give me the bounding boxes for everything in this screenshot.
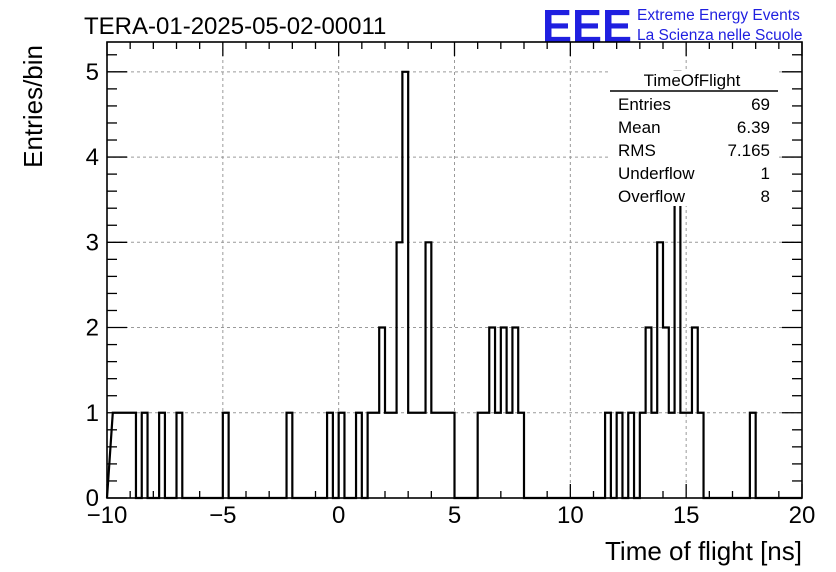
stats-rows: Entries 69 Mean 6.39 RMS 7.165 Underflow 1 Overf…	[618, 95, 770, 206]
run-title: TERA-01-2025-05-02-00011	[84, 13, 386, 40]
histogram-bin	[379, 328, 385, 498]
histogram-bin	[489, 328, 495, 498]
histogram-bin	[327, 413, 333, 498]
histogram-bin	[414, 413, 420, 498]
histogram-bin	[686, 413, 692, 498]
x-axis-label: Time of flight [ns]	[605, 536, 802, 566]
histogram-bin	[518, 413, 524, 498]
histogram-bin	[495, 413, 501, 498]
histogram-bin	[478, 413, 484, 498]
stats-row-value: 69	[751, 95, 770, 114]
histogram-bin	[339, 413, 345, 498]
histogram-bin	[426, 242, 432, 498]
x-tick-label: −5	[209, 502, 236, 529]
histogram-bin	[142, 413, 148, 498]
histogram-bin	[646, 328, 652, 498]
stats-row-label: Entries	[618, 95, 671, 114]
histogram-bin	[437, 413, 443, 498]
histogram-bin	[356, 413, 362, 498]
histogram-bin	[223, 413, 229, 498]
histogram-bin	[512, 328, 518, 498]
stats-box-title: TimeOfFlight	[644, 71, 741, 90]
plot-frame	[106, 41, 803, 499]
histogram-bin	[431, 413, 437, 498]
histogram-bin	[449, 413, 455, 498]
y-tick-label: 2	[86, 315, 99, 342]
histogram-bin	[617, 413, 623, 498]
histogram-bin	[420, 413, 426, 498]
stats-row-value: 1	[761, 164, 770, 183]
stats-row-value: 6.39	[737, 118, 770, 137]
histogram-bin	[391, 413, 397, 498]
x-tick-label: 10	[557, 502, 584, 529]
y-tick-label: 5	[86, 59, 99, 86]
x-tick-label: −10	[87, 502, 128, 529]
histogram-bin	[124, 413, 130, 498]
histogram-bin	[113, 413, 119, 498]
histogram-bin	[119, 413, 125, 498]
histogram-bin	[663, 328, 669, 498]
histogram-bin	[657, 242, 663, 498]
histogram-bin	[669, 413, 675, 498]
histogram-bin	[651, 413, 657, 498]
histogram-bin	[692, 328, 698, 498]
histogram-bin	[605, 413, 611, 498]
histogram-bin	[159, 413, 165, 498]
stats-row-label: RMS	[618, 141, 656, 160]
histogram-bin	[368, 413, 374, 498]
histogram-bin	[750, 413, 756, 498]
histogram-bin	[397, 242, 403, 498]
x-tick-label: 15	[673, 502, 700, 529]
stats-row-label: Overflow	[618, 187, 686, 206]
histogram-bin	[130, 413, 136, 498]
histogram-bin	[408, 413, 414, 498]
y-tick-label: 1	[86, 400, 99, 427]
histogram-bin	[698, 413, 704, 498]
histogram-bin	[507, 413, 513, 498]
brand-line-1: Extreme Energy Events	[637, 7, 800, 24]
histogram-bin	[287, 413, 293, 498]
histogram-bin	[385, 413, 391, 498]
y-tick-label: 4	[86, 144, 99, 171]
stats-box-background	[610, 71, 778, 206]
x-tick-label: 20	[789, 502, 816, 529]
x-tick-label: 5	[448, 502, 461, 529]
histogram-bin	[628, 413, 634, 498]
histogram-bin	[402, 72, 408, 498]
histogram-bin	[680, 413, 686, 498]
histogram-bin	[177, 413, 183, 498]
stats-box: TimeOfFlight Entries 69 Mean 6.39 RMS 7.165 Un…	[610, 71, 778, 206]
histogram-bin	[483, 413, 489, 498]
y-axis-label: Entries/bin	[18, 45, 48, 168]
y-tick-label: 3	[86, 229, 99, 256]
histogram-bin	[443, 413, 449, 498]
stats-row-label: Underflow	[618, 164, 695, 183]
histogram-bin	[373, 413, 379, 498]
histogram-bin	[501, 328, 507, 498]
histogram-bin	[640, 413, 646, 498]
tick-labels: −10 −5 0 5 10 15 20 0 1 2 3 4 5	[86, 59, 816, 529]
stats-row-value: 7.165	[727, 141, 770, 160]
stats-row-label: Mean	[618, 118, 661, 137]
stats-row-value: 8	[761, 187, 770, 206]
eee-logo: EEE	[542, 0, 632, 52]
x-tick-label: 0	[332, 502, 345, 529]
y-tick-label: 0	[86, 485, 99, 512]
brand-line-2: La Scienza nelle Scuole	[637, 27, 802, 44]
